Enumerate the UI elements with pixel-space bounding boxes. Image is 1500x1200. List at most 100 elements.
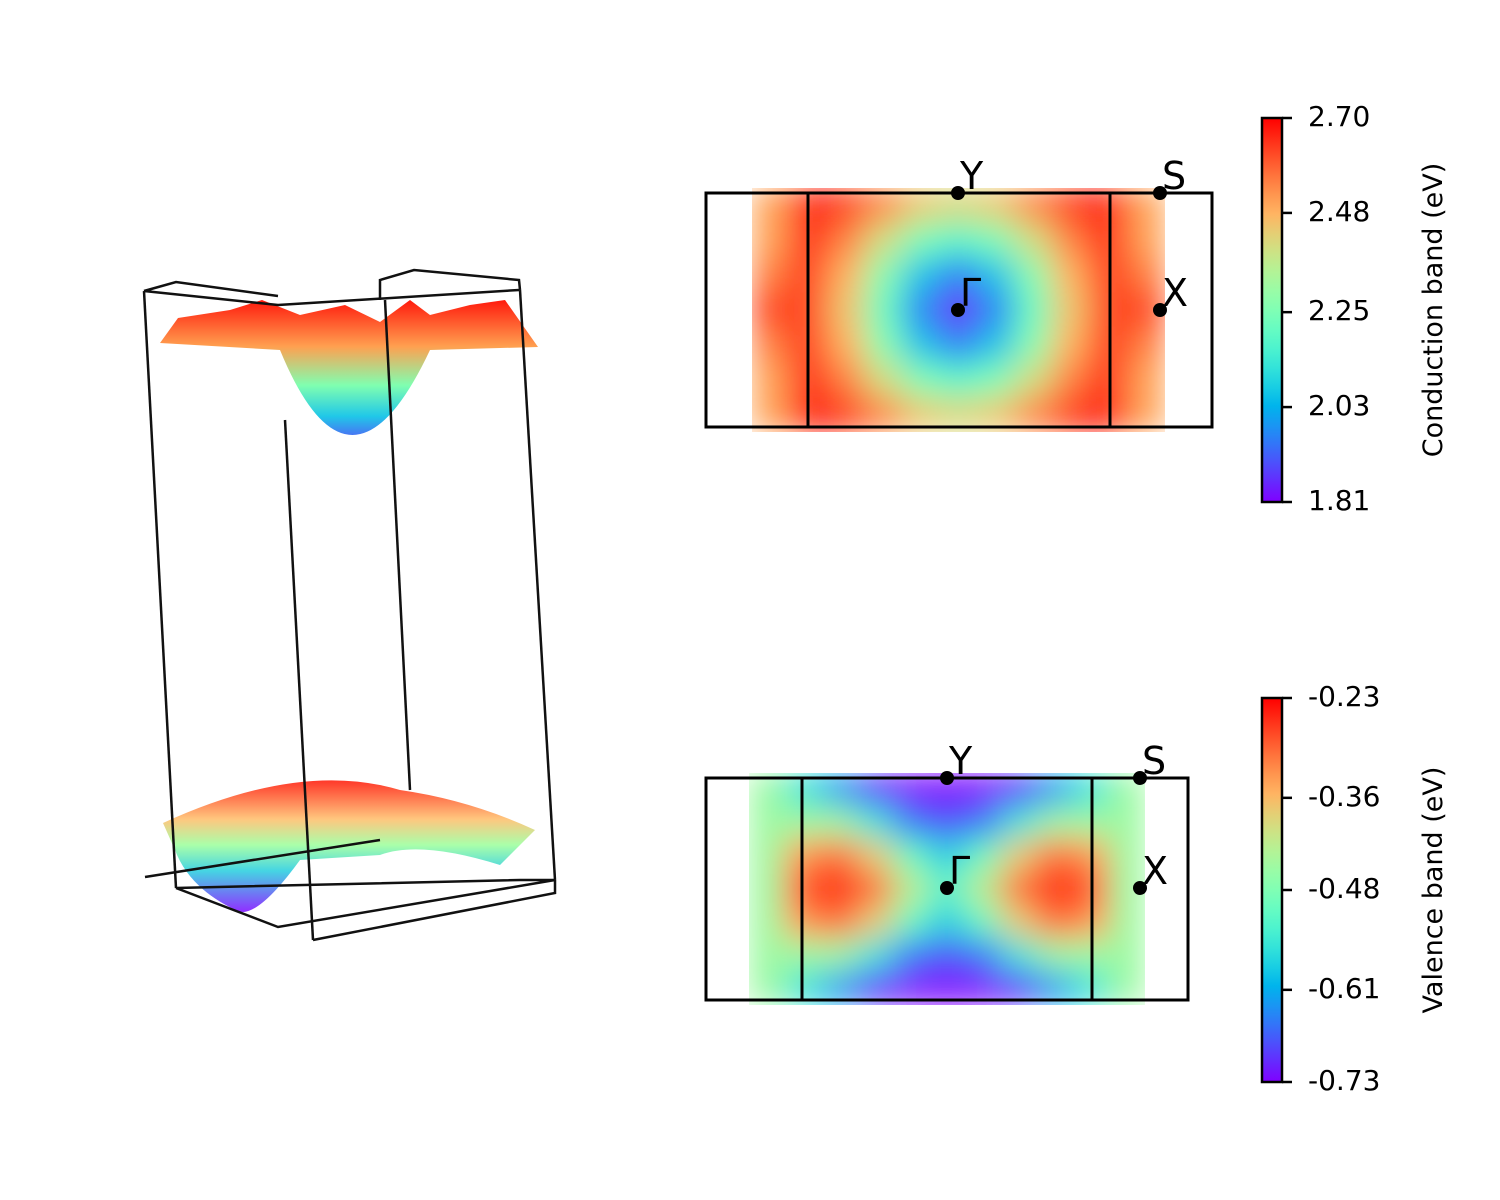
heat-cell: [928, 838, 966, 873]
heat-cell: [856, 938, 894, 973]
heat-cell: [1000, 838, 1038, 873]
heat-cell: [752, 257, 791, 294]
heat-cell: [964, 905, 1002, 940]
k-point: [951, 303, 965, 317]
heat-cell: [856, 805, 894, 840]
heat-cell: [749, 938, 786, 973]
heat-cell: [901, 361, 941, 398]
heat-cell: [976, 361, 1016, 398]
k-point-label: Y: [948, 739, 973, 783]
heat-cell: [892, 938, 930, 973]
heat-cell: [820, 938, 858, 973]
colorbar: [1260, 116, 1284, 504]
heatmap-cells: [752, 188, 1165, 432]
k-point-label: S: [1162, 154, 1186, 198]
heat-cell: [901, 257, 941, 294]
heat-cell: [1000, 905, 1038, 940]
heat-cell: [892, 905, 930, 940]
heat-cell: [1036, 938, 1074, 973]
colorbar-tick-label: -0.36: [1308, 780, 1380, 813]
k-point-label: X: [1142, 849, 1168, 893]
heat-cell: [1051, 361, 1091, 398]
k-point: [940, 881, 954, 895]
heat-cell: [820, 871, 858, 907]
heat-cell: [752, 326, 791, 363]
3d-band-view: [142, 268, 557, 942]
heat-cell: [928, 905, 966, 940]
heat-cell: [1051, 222, 1091, 259]
k-point-label: Y: [959, 154, 984, 198]
heat-cell: [864, 222, 903, 259]
heat-cell: [1014, 326, 1053, 363]
k-point: [1133, 881, 1147, 895]
heat-cell: [856, 838, 894, 873]
colorbar-tick-label: -0.73: [1308, 1064, 1380, 1097]
heat-cell: [928, 805, 966, 840]
heat-cell: [749, 838, 786, 873]
heat-cell: [964, 805, 1002, 840]
heat-cell: [826, 361, 866, 398]
colorbar-tick-label: 1.81: [1308, 484, 1370, 517]
colorbar-tick-label: 2.25: [1308, 294, 1370, 327]
k-point: [1133, 771, 1147, 785]
heatmap: [752, 188, 1165, 432]
colorbar-label: Conduction band (eV): [1418, 163, 1449, 458]
k-point: [1153, 186, 1167, 200]
heat-cell: [901, 292, 941, 328]
colorbar: [1260, 696, 1284, 1084]
heat-cell: [1036, 905, 1074, 940]
heat-cell: [749, 805, 786, 840]
heat-cell: [1051, 326, 1091, 363]
colorbar-tick-label: 2.70: [1308, 100, 1370, 133]
heat-cell: [892, 805, 930, 840]
k-point: [951, 186, 965, 200]
colorbar-tick-label: -0.23: [1308, 680, 1380, 713]
heat-cell: [864, 292, 903, 328]
heat-cell: [1014, 222, 1053, 259]
colorbar-label: Valence band (eV): [1418, 767, 1449, 1014]
heat-cell: [820, 805, 858, 840]
heat-cell: [820, 905, 858, 940]
heat-cell: [1108, 805, 1145, 840]
heat-cell: [826, 292, 866, 328]
heat-cell: [864, 326, 903, 363]
heat-cell: [1126, 326, 1165, 363]
colorbar-tick-label: -0.48: [1308, 872, 1380, 905]
heat-cell: [1000, 871, 1038, 907]
heat-cell: [1126, 361, 1165, 398]
k-point-label: S: [1142, 739, 1166, 783]
heat-cell: [939, 222, 978, 259]
colorbar-tick-label: 2.48: [1308, 195, 1370, 228]
heat-cell: [964, 871, 1002, 907]
heat-cell: [964, 838, 1002, 873]
heat-cell: [826, 326, 866, 363]
heat-cell: [939, 361, 978, 398]
heat-cell: [1126, 222, 1165, 259]
heat-cell: [752, 361, 791, 398]
heat-cell: [1126, 257, 1165, 294]
heat-cell: [856, 871, 894, 907]
heat-cell: [1108, 838, 1145, 873]
heat-cell: [856, 905, 894, 940]
k-point-label: X: [1162, 271, 1188, 315]
heat-cell: [976, 292, 1016, 328]
k-point: [1153, 303, 1167, 317]
colorbar-tick-label: -0.61: [1308, 972, 1380, 1005]
heat-cell: [892, 871, 930, 907]
heat-cell: [939, 257, 978, 294]
heat-cell: [864, 257, 903, 294]
heat-cell: [1014, 361, 1053, 398]
heat-cell: [752, 292, 791, 328]
heat-cell: [826, 257, 866, 294]
heat-cell: [939, 326, 978, 363]
colorbar-tick-label: 2.03: [1308, 389, 1370, 422]
heat-cell: [1036, 871, 1074, 907]
heat-cell: [1108, 938, 1145, 973]
heat-cell: [864, 361, 903, 398]
heat-cell: [820, 838, 858, 873]
heat-cell: [1014, 257, 1053, 294]
heat-cell: [1000, 938, 1038, 973]
heat-cell: [749, 905, 786, 940]
heat-cell: [1000, 805, 1038, 840]
